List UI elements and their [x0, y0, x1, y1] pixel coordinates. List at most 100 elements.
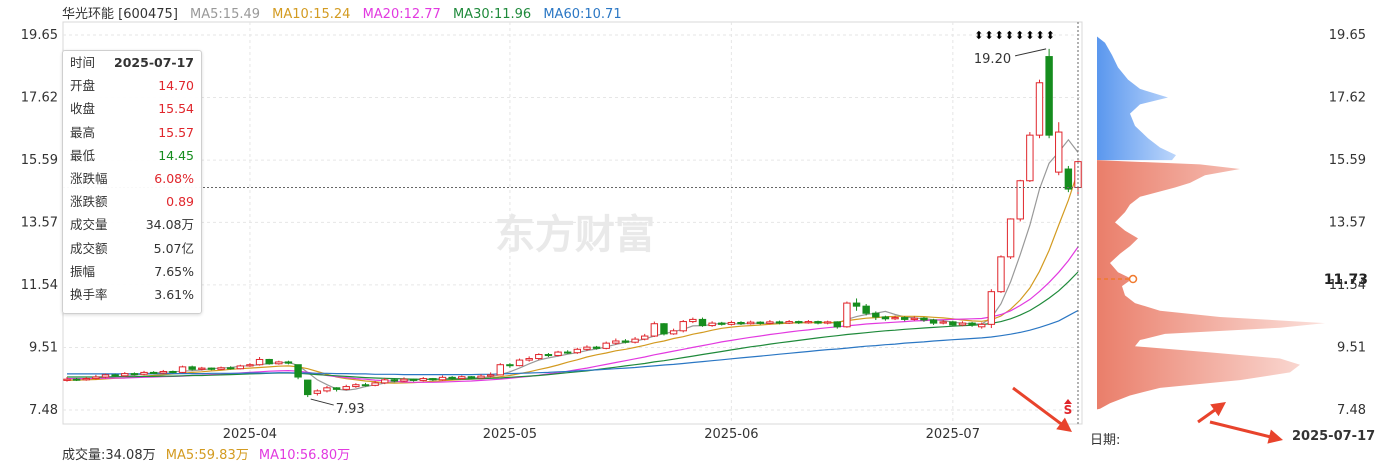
candle: [371, 381, 379, 387]
tooltip-key: 时间: [70, 55, 96, 70]
triangle-icon: [1064, 399, 1072, 404]
tooltip-key: 最低: [70, 147, 96, 163]
x-tick-label: 2025-04: [223, 427, 277, 442]
tooltip-value: 6.08%: [154, 170, 194, 186]
y-tick-label-right: 13.57: [1329, 215, 1366, 230]
candle: [708, 321, 716, 327]
candle: [698, 317, 707, 327]
candle: [862, 304, 870, 316]
candle: [949, 320, 957, 327]
candle: [1045, 48, 1053, 139]
candle: [486, 372, 495, 378]
ma5-legend: MA5:15.49: [190, 7, 261, 22]
tooltip-value: 14.45: [158, 147, 194, 163]
candle: [573, 347, 582, 354]
volume-profile: 11.73: [1097, 36, 1368, 410]
red-arrow-2: [1197, 407, 1218, 424]
candle: [265, 358, 273, 365]
candle: [1006, 218, 1015, 260]
x-tick-label: 2025-05: [483, 427, 537, 442]
candle: [929, 318, 938, 325]
candle: [207, 367, 216, 371]
candle: [535, 353, 543, 361]
candle: [910, 316, 919, 321]
candle: [554, 350, 562, 357]
ohlc-tooltip: 时间 2025-07-17 开盘 14.70 收盘 15.54 最高 15.57 最低 14.45…: [62, 50, 202, 314]
tooltip-value: 2025-07-17: [114, 55, 194, 70]
axes: 19.65 19.65 17.62 17.62 15.59 15.59 13.57 13.57…: [21, 28, 1366, 442]
watermark: 东方财富: [495, 212, 655, 258]
candle: [631, 336, 639, 344]
candle: [284, 360, 293, 365]
y-tick-label: 17.62: [21, 91, 58, 106]
candle: [891, 315, 899, 321]
volume-profile-upper: [1097, 36, 1176, 161]
cost-marker: [1128, 274, 1138, 284]
candle: [641, 333, 649, 341]
tooltip-row: 振幅 7.65%: [63, 260, 201, 283]
ma-line-ma30: [67, 271, 1079, 380]
s-badge[interactable]: S: [1064, 403, 1073, 417]
tooltip-row: 成交额 5.07亿: [63, 237, 201, 260]
candle: [448, 376, 456, 380]
tooltip-row: 涨跌幅 6.08%: [63, 167, 201, 190]
red-arrows: [1012, 386, 1283, 444]
tooltip-key: 涨跌幅: [70, 170, 108, 186]
candle: [226, 366, 235, 370]
y-tick-label: 7.48: [29, 403, 58, 418]
candle: [939, 320, 947, 325]
volume-profile-lower: [1097, 160, 1325, 410]
candle: [332, 387, 341, 392]
y-tick-label: 13.57: [21, 215, 58, 230]
candle: [390, 378, 399, 383]
candle: [438, 375, 447, 381]
red-arrow-3: [1209, 420, 1272, 439]
candle: [515, 358, 524, 367]
candle: [997, 255, 1005, 293]
candle: [602, 341, 610, 350]
stock-title: 华光环能 [600475]: [62, 7, 178, 22]
tooltip-key: 成交额: [70, 240, 108, 256]
y-tick-label-right: 19.65: [1329, 28, 1366, 43]
candle: [477, 374, 485, 379]
candle: [111, 373, 119, 378]
tooltip-row: 收盘 15.54: [63, 97, 201, 120]
candle: [621, 339, 630, 344]
candle: [766, 320, 774, 325]
annotations: 19.20 7.93 ⬍⬍⬍⬍⬍⬍⬍⬍ S: [63, 22, 1082, 424]
red-arrow-1-head: [1056, 417, 1072, 432]
candle: [833, 321, 841, 329]
candle: [467, 376, 476, 380]
candle: [255, 357, 264, 366]
candle: [746, 320, 755, 325]
tooltip-value: 7.65%: [154, 263, 194, 279]
candle: [1016, 179, 1024, 222]
tooltip-row: 换手率 3.61%: [63, 283, 201, 306]
tooltip-row: 开盘 14.70: [63, 74, 201, 97]
candle: [775, 320, 784, 325]
tooltip-key: 开盘: [70, 78, 96, 94]
ma-line-ma5: [66, 138, 1079, 391]
candle: [718, 321, 726, 326]
candle: [121, 372, 129, 377]
candle: [660, 323, 668, 336]
tooltip-value: 15.57: [158, 124, 194, 140]
y-tick-label-right: 15.59: [1329, 153, 1366, 168]
candle: [737, 321, 745, 325]
y-tick-label: 11.54: [21, 278, 58, 293]
candle: [236, 364, 245, 370]
candle: [304, 379, 312, 398]
candle: [313, 389, 322, 396]
y-tick-label: 19.65: [21, 28, 58, 43]
candle: [756, 321, 764, 325]
candle: [843, 301, 851, 328]
tooltip-key: 换手率: [70, 286, 108, 302]
candle: [188, 365, 196, 371]
candle: [361, 382, 370, 387]
y-tick-label-right: 17.62: [1329, 91, 1366, 106]
tooltip-row: 时间 2025-07-17: [63, 51, 201, 74]
candle: [650, 321, 659, 337]
up-down-arrow-icon: ⬍⬍⬍⬍⬍⬍⬍⬍: [974, 29, 1056, 42]
candle: [1035, 79, 1044, 139]
